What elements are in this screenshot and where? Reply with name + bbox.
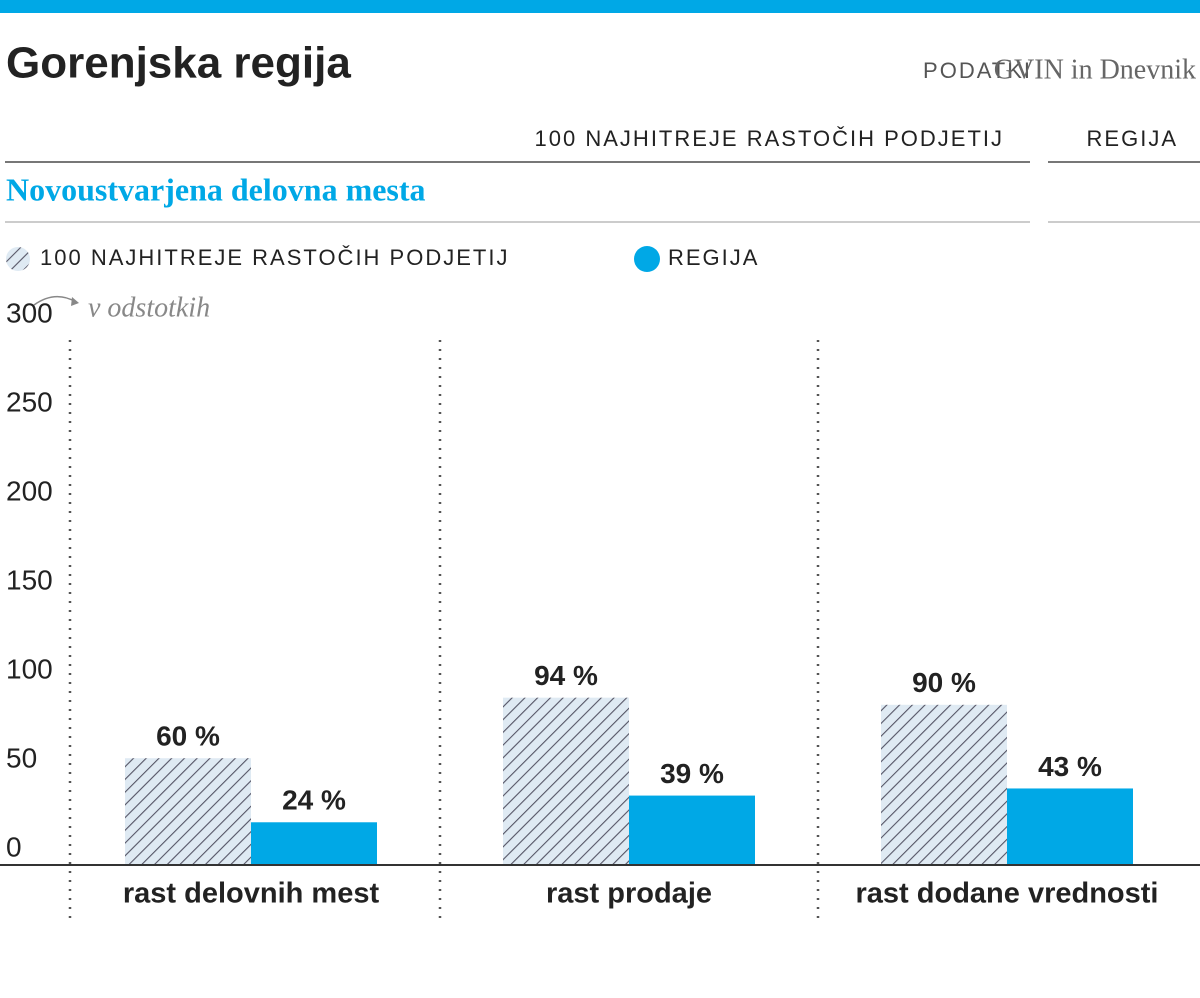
unit-note: v odstotkih <box>88 292 210 323</box>
y-tick-label: 200 <box>6 475 53 506</box>
note-arrow <box>71 297 79 306</box>
value-label: 60 % <box>156 721 220 752</box>
y-tick-label: 50 <box>6 742 37 773</box>
bar <box>125 758 251 865</box>
y-tick-label: 100 <box>6 653 53 684</box>
value-label: 43 % <box>1038 751 1102 782</box>
legend-swatch <box>6 247 30 271</box>
legend-label: REGIJA <box>668 245 759 270</box>
y-tick-label: 250 <box>6 386 53 417</box>
bar <box>503 697 629 865</box>
chart-title: Gorenjska regija <box>6 39 351 88</box>
x-tick-label: rast dodane vrednosti <box>856 878 1159 910</box>
legend-swatch <box>634 246 660 272</box>
legend-label: 100 NAJHITREJE RASTOČIH PODJETIJ <box>40 245 509 270</box>
bar <box>1007 788 1133 865</box>
subtitle: Novoustvarjena delovna mesta <box>6 171 426 207</box>
top-bar <box>0 0 1200 13</box>
bar <box>881 704 1007 865</box>
value-label: 39 % <box>660 758 724 789</box>
y-tick-label: 300 <box>6 297 53 328</box>
value-label: 24 % <box>282 785 346 816</box>
x-tick-label: rast prodaje <box>546 878 712 910</box>
column-header: REGIJA <box>1087 126 1178 151</box>
y-tick-label: 150 <box>6 564 53 595</box>
y-tick-label: 0 <box>6 831 22 862</box>
value-label: 90 % <box>912 667 976 698</box>
bar <box>251 822 377 865</box>
bar <box>629 795 755 865</box>
source-label: PODATKI <box>923 58 1032 83</box>
column-header: 100 NAJHITREJE RASTOČIH PODJETIJ <box>535 126 1004 151</box>
source: GVIN in Dnevnik <box>994 54 1196 85</box>
x-tick-label: rast delovnih mest <box>123 878 380 910</box>
value-label: 94 % <box>534 660 598 691</box>
